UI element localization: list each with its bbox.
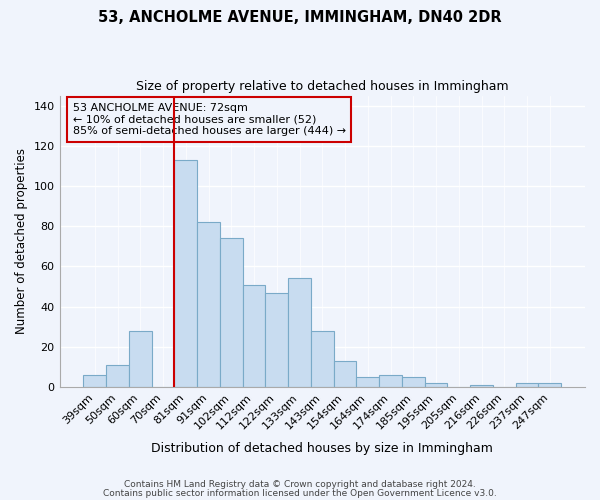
Bar	[402, 377, 425, 387]
Bar	[334, 361, 356, 387]
Y-axis label: Number of detached properties: Number of detached properties	[15, 148, 28, 334]
Text: Contains public sector information licensed under the Open Government Licence v3: Contains public sector information licen…	[103, 488, 497, 498]
Bar	[129, 331, 152, 387]
Title: Size of property relative to detached houses in Immingham: Size of property relative to detached ho…	[136, 80, 509, 93]
Text: 53, ANCHOLME AVENUE, IMMINGHAM, DN40 2DR: 53, ANCHOLME AVENUE, IMMINGHAM, DN40 2DR	[98, 10, 502, 25]
Bar	[425, 383, 448, 387]
Text: 53 ANCHOLME AVENUE: 72sqm
← 10% of detached houses are smaller (52)
85% of semi-: 53 ANCHOLME AVENUE: 72sqm ← 10% of detac…	[73, 103, 346, 136]
Bar	[197, 222, 220, 387]
Bar	[288, 278, 311, 387]
Bar	[515, 383, 538, 387]
Text: Contains HM Land Registry data © Crown copyright and database right 2024.: Contains HM Land Registry data © Crown c…	[124, 480, 476, 489]
Bar	[106, 365, 129, 387]
Bar	[538, 383, 561, 387]
Bar	[311, 331, 334, 387]
X-axis label: Distribution of detached houses by size in Immingham: Distribution of detached houses by size …	[151, 442, 493, 455]
Bar	[175, 160, 197, 387]
Bar	[242, 284, 265, 387]
Bar	[83, 375, 106, 387]
Bar	[265, 292, 288, 387]
Bar	[356, 377, 379, 387]
Bar	[220, 238, 242, 387]
Bar	[379, 375, 402, 387]
Bar	[470, 385, 493, 387]
